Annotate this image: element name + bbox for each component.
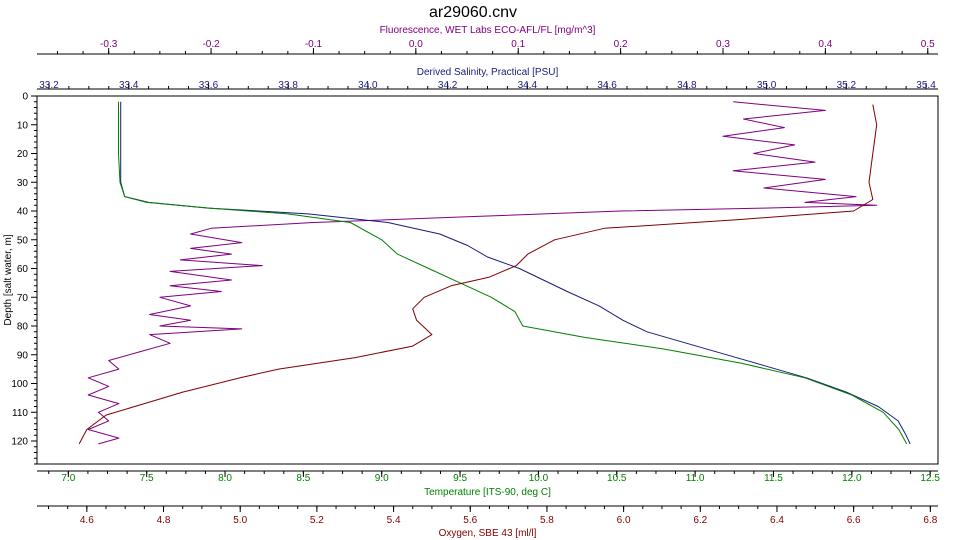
- temperature-tick-label: 11.5: [764, 473, 783, 484]
- fluorescence-tick-label: 0.5: [921, 39, 935, 50]
- oxygen-profile-line: [78, 104, 878, 445]
- depth-tick-label: 40: [17, 207, 29, 218]
- depth-tick-label: 110: [12, 408, 28, 419]
- salinity-tick-label: 33.8: [278, 80, 298, 91]
- temperature-tick-label: 8.5: [296, 473, 310, 484]
- oxygen-tick-label: 4.6: [80, 515, 94, 526]
- fluorescence-tick-label: -0.2: [202, 39, 220, 50]
- depth-tick-label: 100: [11, 379, 28, 390]
- salinity-axis: 33.2 33.4 33.6 33.8 34.0 34.2 34.4 34.6 34.8 35.0…: [37, 67, 938, 91]
- oxygen-tick-label: 6.4: [770, 515, 784, 526]
- fluorescence-tick-label: 0.1: [511, 39, 525, 50]
- fluorescence-tick-label: 0.3: [716, 39, 730, 50]
- salinity-tick-label: 33.4: [119, 80, 139, 91]
- oxygen-tick-label: 5.4: [387, 515, 401, 526]
- depth-tick-label: 0: [22, 92, 28, 103]
- oxygen-tick-label: 5.6: [463, 515, 477, 526]
- depth-tick-label: 120: [11, 437, 28, 448]
- plot-area: [36, 95, 939, 465]
- salinity-tick-label: 34.0: [358, 80, 378, 91]
- oxygen-axis-title: Oxygen, SBE 43 [ml/l]: [439, 528, 537, 539]
- salinity-tick-label: 34.6: [597, 80, 617, 91]
- data-series: [78, 101, 911, 445]
- salinity-tick-label: 35.0: [757, 80, 777, 91]
- temperature-tick-label: 7.0: [61, 473, 75, 484]
- temperature-tick-label: 11.0: [686, 473, 705, 484]
- temperature-tick-label: 10.5: [607, 473, 627, 484]
- oxygen-tick-label: 5.8: [540, 515, 554, 526]
- depth-tick-label: 10: [17, 120, 29, 131]
- depth-tick-label: 30: [17, 178, 29, 189]
- salinity-axis-title: Derived Salinity, Practical [PSU]: [417, 67, 559, 78]
- temperature-tick-label: 12.0: [842, 473, 862, 484]
- salinity-tick-label: 34.2: [438, 80, 458, 91]
- temperature-tick-label: 9.5: [453, 473, 467, 484]
- oxygen-tick-label: 6.8: [923, 515, 937, 526]
- oxygen-tick-label: 5.0: [233, 515, 247, 526]
- oxygen-tick-label: 5.2: [310, 515, 324, 526]
- salinity-profile-line: [120, 101, 911, 445]
- salinity-tick-label: 34.8: [677, 80, 697, 91]
- fluorescence-tick-label: 0.2: [614, 39, 628, 50]
- temperature-tick-label: 9.0: [375, 473, 389, 484]
- fluorescence-axis-title: Fluorescence, WET Labs ECO-AFL/FL [mg/m^…: [380, 25, 596, 36]
- temperature-tick-label: 10.0: [529, 473, 549, 484]
- salinity-tick-label: 35.2: [837, 80, 857, 91]
- fluorescence-tick-label: 0.4: [818, 39, 832, 50]
- fluorescence-axis: -0.3 -0.2 -0.1 0.0 0.1 0.2 0.3 0.4 0.5 Fluorescen…: [37, 25, 938, 55]
- depth-tick-label: 20: [17, 149, 29, 160]
- salinity-tick-label: 34.4: [518, 80, 538, 91]
- depth-tick-label: 50: [17, 235, 29, 246]
- temperature-axis: 7.0 7.5 8.0 8.5 9.0 9.5 10.0 10.5 11.0 11.5 12.0 12…: [37, 470, 940, 498]
- axes: -0.3 -0.2 -0.1 0.0 0.1 0.2 0.3 0.4 0.5 Fluorescen…: [3, 25, 940, 539]
- fluorescence-profile-line: [87, 101, 878, 445]
- depth-tick-label: 70: [17, 293, 29, 304]
- depth-axis-title: Depth [salt water, m]: [3, 234, 14, 325]
- temperature-profile-line: [118, 101, 908, 445]
- depth-tick-label: 80: [17, 322, 29, 333]
- salinity-tick-label: 35.4: [916, 80, 936, 91]
- depth-tick-label: 60: [17, 264, 29, 275]
- temperature-axis-title: Temperature [ITS-90, deg C]: [424, 487, 551, 498]
- oxygen-tick-label: 4.8: [157, 515, 171, 526]
- chart-title: ar29060.cnv: [429, 4, 517, 21]
- oxygen-tick-label: 6.0: [617, 515, 631, 526]
- oxygen-tick-label: 6.6: [847, 515, 861, 526]
- fluorescence-tick-label: 0.0: [409, 39, 423, 50]
- temperature-tick-label: 8.0: [218, 473, 232, 484]
- temperature-tick-label: 12.5: [920, 473, 940, 484]
- temperature-tick-label: 7.5: [140, 473, 154, 484]
- fluorescence-tick-label: -0.1: [305, 39, 323, 50]
- oxygen-axis: 4.6 4.8 5.0 5.2 5.4 5.6 5.8 6.0 6.2 6.4 6.6 6.8 Oxyg…: [37, 505, 938, 539]
- salinity-tick-label: 33.2: [39, 80, 59, 91]
- depth-axis: 0 10 20 30 40 50 60 70 80 90 100 110 120 Depth [salt …: [3, 92, 37, 465]
- fluorescence-tick-label: -0.3: [100, 39, 118, 50]
- depth-tick-label: 90: [17, 350, 29, 361]
- oxygen-tick-label: 6.2: [693, 515, 707, 526]
- salinity-tick-label: 33.6: [199, 80, 219, 91]
